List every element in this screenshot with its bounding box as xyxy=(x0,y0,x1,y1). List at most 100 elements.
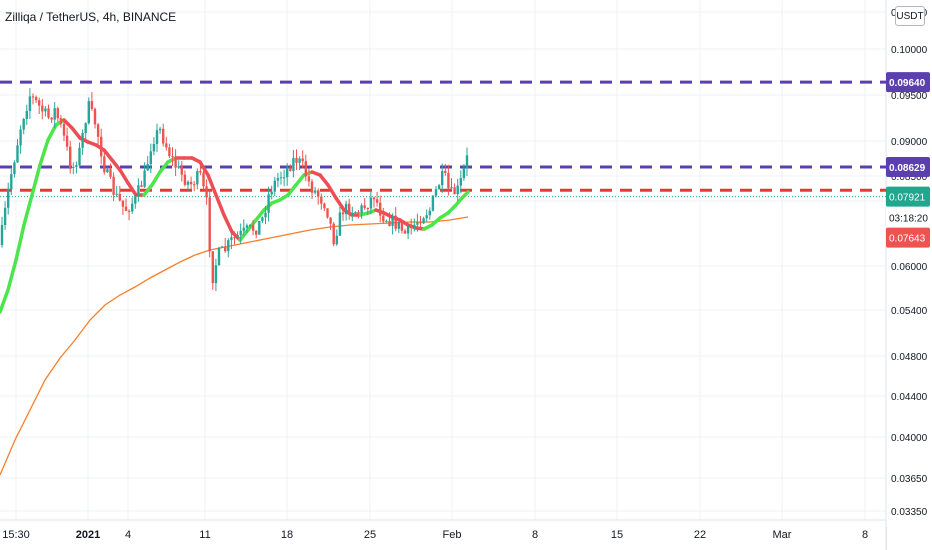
candle-body xyxy=(65,135,69,147)
candle-body xyxy=(307,176,311,182)
candle-body xyxy=(69,146,72,168)
moving-average-short-segment xyxy=(206,173,218,197)
price-tick-label: 0.06000 xyxy=(891,262,928,273)
candle-body xyxy=(59,118,63,124)
candle-body xyxy=(205,186,208,198)
candle-body xyxy=(41,105,44,112)
candle-body xyxy=(28,96,32,111)
moving-average-short-segment xyxy=(446,203,458,215)
candle-body xyxy=(53,108,56,120)
moving-average-short-segment xyxy=(430,216,442,227)
moving-average-short-segment xyxy=(326,183,338,200)
price-tick-label: 0.04400 xyxy=(891,392,928,403)
candle-body xyxy=(382,215,385,222)
candle-body xyxy=(193,184,196,186)
candle-body xyxy=(462,168,466,179)
candle-body xyxy=(385,220,388,222)
moving-average-short-segment xyxy=(6,258,18,292)
candle-body xyxy=(410,225,413,229)
chart-settings-button[interactable] xyxy=(886,527,932,550)
candle-body xyxy=(403,230,407,234)
time-tick-label: 11 xyxy=(199,529,210,541)
candle-body xyxy=(397,221,400,229)
candle-body xyxy=(357,212,360,214)
time-axis[interactable]: 15:30 2021 4 11 18 25 Feb 8 15 22 Mar 8 xyxy=(2,529,868,541)
time-tick-label: 25 xyxy=(364,529,376,541)
candle-body xyxy=(261,217,264,222)
candle-body xyxy=(196,171,199,185)
moving-average-short-segment xyxy=(150,170,162,187)
time-tick-label: 2021 xyxy=(76,529,100,541)
candle-body xyxy=(298,158,301,163)
moving-average-short-segment xyxy=(110,158,122,172)
currency-button[interactable]: USDT xyxy=(895,6,925,26)
candle-body xyxy=(127,210,131,212)
candle-body xyxy=(323,203,326,209)
time-tick-label: Feb xyxy=(443,529,462,541)
candle-body xyxy=(143,170,146,187)
time-tick-label: 18 xyxy=(281,529,293,541)
candle-body xyxy=(286,167,289,178)
price-tick-label: 0.09000 xyxy=(891,137,928,148)
candle-body xyxy=(96,124,100,137)
resistance-1-label: 0.08629 xyxy=(889,163,926,174)
moving-average-short-segment xyxy=(118,168,130,185)
moving-average-short-segment xyxy=(460,190,470,200)
candle-body xyxy=(289,167,292,171)
candle-body xyxy=(84,123,87,134)
candle-body xyxy=(90,101,94,109)
candle-body xyxy=(406,225,410,234)
candle-body xyxy=(267,194,270,213)
candle-body xyxy=(168,147,171,157)
last-price-label-bg xyxy=(886,186,930,207)
moving-average-short-segment xyxy=(318,173,330,187)
candle-body xyxy=(264,212,267,218)
candle-body xyxy=(425,215,428,219)
time-tick-label: 8 xyxy=(862,529,868,541)
moving-average-short-segment xyxy=(222,213,234,234)
candle-body xyxy=(416,222,419,225)
candle-body xyxy=(183,174,187,185)
resistance-1-label-bg xyxy=(886,156,930,177)
candle-body xyxy=(372,197,376,200)
candle-body xyxy=(236,235,239,238)
moving-average-short-segment xyxy=(142,183,154,197)
candle-body xyxy=(282,177,286,179)
candle-body xyxy=(13,162,16,175)
price-tick-label: 0.10000 xyxy=(891,45,928,56)
price-tick-label: 0.03650 xyxy=(891,474,928,485)
candle-body xyxy=(115,193,118,195)
candle-body xyxy=(75,165,78,167)
candle-body xyxy=(251,224,255,231)
moving-average-short-segment xyxy=(30,163,42,197)
candle-body xyxy=(441,171,444,186)
candle-body xyxy=(348,203,351,215)
candle-body xyxy=(72,166,75,168)
candle-body xyxy=(220,246,224,248)
candle-body xyxy=(304,161,307,177)
candle-body xyxy=(38,100,41,106)
moving-average-long-line xyxy=(0,216,469,476)
candle-body xyxy=(379,202,382,216)
candle-body xyxy=(3,207,7,226)
candle-body xyxy=(363,205,366,208)
candle-body xyxy=(276,178,280,181)
candle-body xyxy=(394,215,397,229)
candle-body xyxy=(109,169,112,177)
candle-body xyxy=(31,96,35,98)
candle-body xyxy=(47,108,50,118)
candle-body xyxy=(258,221,261,235)
candle-body xyxy=(118,193,121,201)
candle-body xyxy=(217,247,221,266)
candle-body xyxy=(131,203,134,212)
countdown-label-bg xyxy=(886,207,930,228)
candle-body xyxy=(56,108,59,119)
candle-body xyxy=(165,143,168,148)
time-tick-label: 4 xyxy=(125,529,131,541)
candle-body xyxy=(239,230,242,236)
candle-body xyxy=(19,129,22,146)
candle-body xyxy=(16,145,19,163)
countdown-label: 03:18:20 xyxy=(889,214,928,225)
candle-body xyxy=(186,181,190,185)
